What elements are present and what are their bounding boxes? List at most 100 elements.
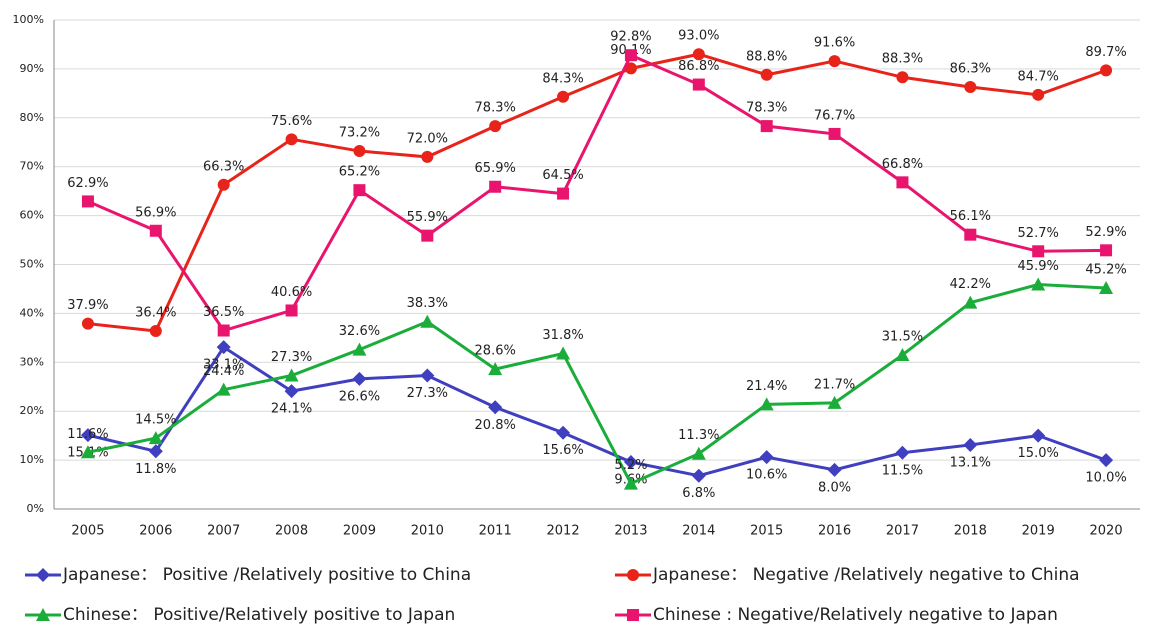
marker <box>352 371 367 386</box>
y-tick-label: 80% <box>20 111 44 124</box>
x-tick-label: 2005 <box>71 524 104 539</box>
marker <box>148 431 163 445</box>
marker <box>1099 280 1114 294</box>
data-label: 11.5% <box>882 463 923 478</box>
data-label: 62.9% <box>67 176 108 191</box>
x-tick-label: 2007 <box>207 524 240 539</box>
data-label: 10.6% <box>746 468 787 483</box>
marker <box>623 455 638 470</box>
marker <box>421 150 434 163</box>
data-label: 52.9% <box>1085 225 1126 240</box>
marker <box>353 184 366 197</box>
marker <box>217 324 230 337</box>
marker <box>81 195 94 208</box>
marker <box>1032 245 1045 258</box>
data-label: 24.4% <box>203 364 244 379</box>
x-tick-label: 2008 <box>275 524 308 539</box>
marker <box>828 55 841 68</box>
marker <box>557 187 570 200</box>
data-label: 27.3% <box>407 386 448 401</box>
marker <box>216 382 231 396</box>
marker <box>488 400 503 415</box>
data-label: 73.2% <box>339 126 380 141</box>
data-label: 72.0% <box>407 131 448 146</box>
legend-label: Japanese： Negative /Relatively negative … <box>652 565 1080 585</box>
x-tick-label: 2015 <box>750 524 783 539</box>
marker <box>556 425 571 440</box>
y-tick-label: 0% <box>27 502 44 515</box>
x-tick-label: 2019 <box>1022 524 1055 539</box>
y-tick-label: 20% <box>20 404 44 417</box>
x-tick-label: 2010 <box>411 524 444 539</box>
marker <box>759 397 774 411</box>
data-label: 86.8% <box>678 59 719 74</box>
data-label: 42.2% <box>950 277 991 292</box>
marker <box>284 368 299 382</box>
marker <box>149 224 162 237</box>
x-tick-label: 2018 <box>954 524 987 539</box>
series-line <box>87 52 1107 333</box>
y-tick-label: 40% <box>20 306 44 319</box>
marker <box>36 608 50 621</box>
marker <box>692 48 705 61</box>
marker <box>488 362 503 376</box>
data-label: 31.5% <box>882 329 923 344</box>
marker <box>623 476 638 490</box>
marker <box>627 569 639 581</box>
legend-label: Chinese： Positive/Relatively positive to… <box>63 605 455 625</box>
marker <box>353 145 366 158</box>
data-label: 76.7% <box>814 108 855 123</box>
data-label: 45.9% <box>1018 259 1059 274</box>
data-label: 21.7% <box>814 377 855 392</box>
marker <box>80 428 95 443</box>
marker <box>36 568 50 582</box>
marker <box>148 444 163 459</box>
marker <box>624 62 637 75</box>
data-label: 6.8% <box>682 486 715 501</box>
marker <box>556 346 571 360</box>
data-label: 64.5% <box>542 168 583 183</box>
x-tick-label: 2016 <box>818 524 851 539</box>
data-label: 10.0% <box>1085 471 1126 486</box>
data-label: 15.6% <box>542 443 583 458</box>
data-label: 32.6% <box>339 324 380 339</box>
data-label: 56.1% <box>950 209 991 224</box>
marker <box>1100 244 1113 257</box>
data-label: 89.7% <box>1085 45 1126 60</box>
y-tick-label: 50% <box>20 258 44 271</box>
marker <box>1032 88 1045 101</box>
data-label: 8.0% <box>818 480 851 495</box>
marker <box>624 49 637 62</box>
marker <box>489 180 502 193</box>
legend-label: Japanese： Positive /Relatively positive … <box>62 565 471 585</box>
series-line <box>87 283 1107 486</box>
data-label: 11.3% <box>678 428 719 443</box>
marker <box>1031 277 1046 291</box>
data-label: 92.8% <box>610 30 651 45</box>
marker <box>149 325 162 338</box>
marker <box>896 71 909 84</box>
marker <box>964 80 977 93</box>
marker <box>285 133 298 146</box>
x-tick-label: 2006 <box>139 524 172 539</box>
data-label: 26.6% <box>339 389 380 404</box>
marker <box>827 395 842 409</box>
data-label: 36.5% <box>203 305 244 320</box>
data-label: 56.9% <box>135 205 176 220</box>
marker <box>284 384 299 399</box>
marker <box>692 78 705 91</box>
y-tick-label: 10% <box>20 453 44 466</box>
marker <box>895 445 910 460</box>
legend-label: Chinese : Negative/Relatively negative t… <box>653 605 1058 625</box>
data-label: 38.3% <box>407 296 448 311</box>
data-label: 75.6% <box>271 114 312 129</box>
marker <box>895 347 910 361</box>
marker <box>691 446 706 460</box>
data-label: 78.3% <box>746 101 787 116</box>
marker <box>759 450 774 465</box>
series-line <box>87 345 1107 478</box>
data-label: 40.6% <box>271 285 312 300</box>
marker <box>760 120 773 133</box>
marker <box>421 229 434 242</box>
marker <box>81 317 94 330</box>
